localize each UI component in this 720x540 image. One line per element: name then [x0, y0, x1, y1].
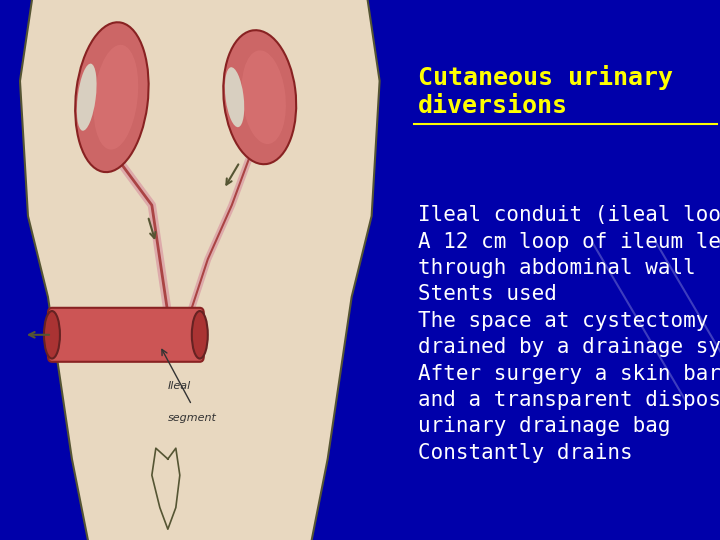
Ellipse shape [223, 30, 296, 164]
Ellipse shape [192, 311, 208, 359]
Ellipse shape [77, 64, 96, 131]
Ellipse shape [242, 50, 286, 144]
Text: Ileal conduit (ileal loop)
A 12 cm loop of ileum led out
through abdominal wall
: Ileal conduit (ileal loop) A 12 cm loop … [418, 205, 720, 463]
Ellipse shape [225, 67, 244, 127]
Text: Ileal: Ileal [168, 381, 191, 391]
Polygon shape [20, 0, 379, 540]
Ellipse shape [44, 311, 60, 359]
Text: segment: segment [168, 413, 217, 423]
Text: Cutaneous urinary
diversions: Cutaneous urinary diversions [418, 65, 672, 118]
Ellipse shape [94, 45, 138, 150]
FancyBboxPatch shape [48, 308, 204, 362]
Ellipse shape [75, 22, 148, 172]
